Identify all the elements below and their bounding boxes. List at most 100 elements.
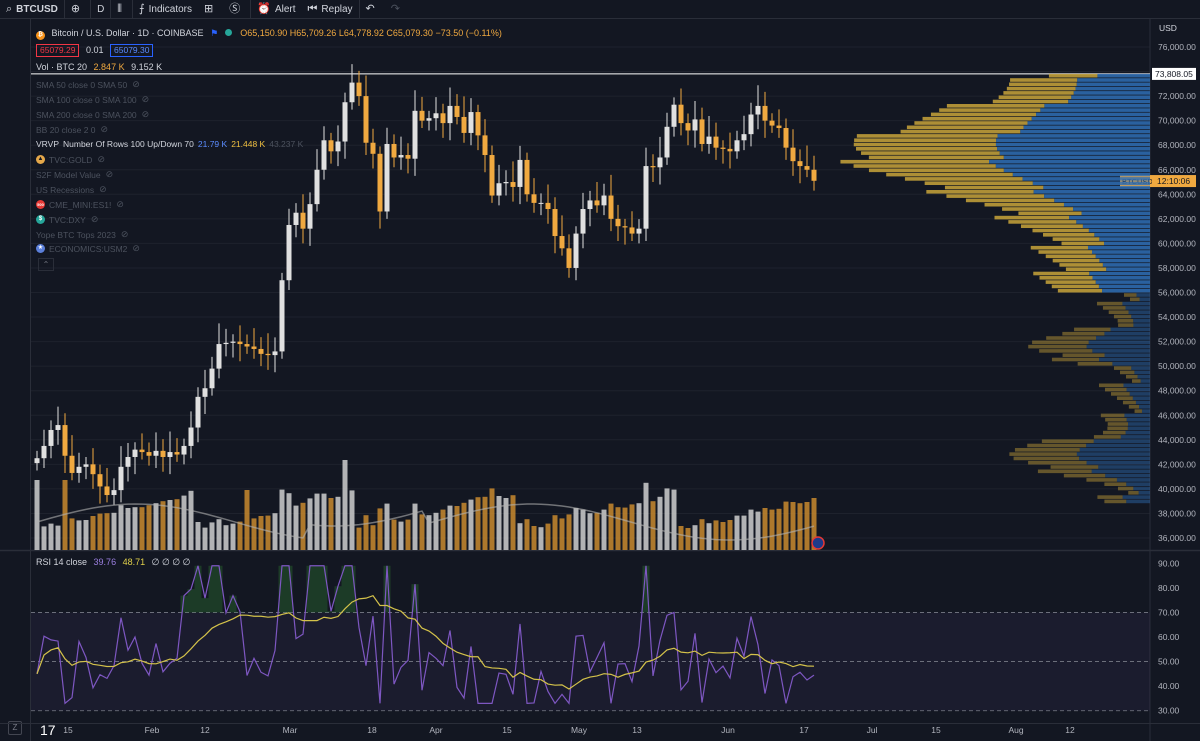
- dollar-icon: $: [36, 215, 45, 224]
- rsi-tick-label: 50.00: [1158, 657, 1180, 667]
- vp-row-up: [1087, 245, 1150, 250]
- time-tick-label: 12: [200, 725, 210, 735]
- hidden-eye-icon[interactable]: ⊘: [99, 184, 107, 194]
- vp-row-up: [1032, 181, 1150, 186]
- candle-body: [279, 280, 285, 352]
- vp-row-up: [1073, 207, 1150, 211]
- alarm-icon: ⏰: [257, 2, 271, 15]
- ath-label: 73,808.05: [1155, 69, 1193, 79]
- hidden-eye-icon[interactable]: ⊘: [100, 124, 109, 134]
- cme-icon: 500: [36, 200, 45, 209]
- hidden-eye-icon[interactable]: ⊘: [116, 199, 124, 209]
- hidden-eye-icon[interactable]: ⊘: [120, 229, 129, 239]
- vp-row-up: [1073, 91, 1150, 95]
- vp-row-up: [1003, 168, 1150, 173]
- flag-icon[interactable]: ⚑: [210, 28, 219, 38]
- indicators-button[interactable]: ⨍ Indicators: [131, 0, 198, 18]
- templates-button[interactable]: ⊞: [198, 0, 223, 18]
- vp-row-down: [1062, 331, 1105, 336]
- volume-bar: [454, 506, 460, 550]
- hidden-eye-icon[interactable]: ⊘: [97, 154, 105, 164]
- candle-body: [559, 236, 565, 249]
- vp-row-up: [1082, 224, 1150, 229]
- hidden-eye-icon[interactable]: ⊘: [141, 109, 150, 119]
- undo-button[interactable]: ↶: [358, 0, 385, 18]
- candle-body: [111, 490, 117, 496]
- vp-row-up: [1116, 478, 1150, 482]
- vp-row-up: [1127, 426, 1150, 431]
- vp-row-up: [995, 142, 1150, 147]
- interval-button[interactable]: D: [90, 0, 110, 18]
- study-bb[interactable]: BB 20 close 2 0 ⊘: [36, 124, 109, 135]
- candle-body: [181, 445, 187, 455]
- vp-row-down: [1061, 241, 1104, 246]
- overlay-s2f[interactable]: S2F Model Value ⊘: [36, 169, 114, 180]
- vp-row-up: [1124, 413, 1150, 418]
- rsi-ob-segment: [215, 565, 223, 613]
- vp-row-up: [1086, 460, 1150, 465]
- study-sma200[interactable]: SMA 200 close 0 SMA 200 ⊘: [36, 109, 150, 120]
- vp-row-up: [1036, 112, 1150, 117]
- hidden-eye-icon[interactable]: ⊘: [132, 243, 140, 253]
- hidden-eye-icon[interactable]: ⊘: [132, 79, 140, 89]
- candle-body: [349, 82, 355, 103]
- volume-bar: [748, 509, 754, 550]
- overlay-gold[interactable]: ▲ TVC:GOLD ⊘: [36, 154, 105, 165]
- vp-row-down: [1033, 271, 1090, 276]
- vp-row-down: [1030, 245, 1088, 250]
- study-sma50[interactable]: SMA 50 close 0 SMA 50 ⊘: [36, 79, 140, 90]
- ohlc-low: L64,778.92: [338, 28, 384, 38]
- candle-body: [594, 200, 600, 206]
- vp-row-down: [1104, 387, 1127, 392]
- symbol-title: Bitcoin / U.S. Dollar · 1D · COINBASE: [51, 28, 204, 38]
- price-chart[interactable]: 15 Feb 12 Mar 18 Apr 15 May 13 Jun 17 Jul 15 Aug 12 USD…: [0, 19, 1200, 741]
- time-tick-label: 18: [367, 725, 377, 735]
- volume-bar: [510, 495, 516, 550]
- volume-bar: [286, 493, 292, 550]
- study-vrvp[interactable]: VRVP Number Of Rows 100 Up/Down 70 21.79…: [36, 139, 304, 149]
- ask-price[interactable]: 65079.30: [110, 44, 154, 57]
- alert-button[interactable]: ⏰ Alert: [250, 0, 301, 18]
- overlay-dxy[interactable]: $ TVC:DXY ⊘: [36, 214, 98, 225]
- overlay-recessions[interactable]: US Recessions ⊘: [36, 184, 107, 195]
- candles-icon: ⫴: [117, 2, 122, 15]
- bid-price[interactable]: 65079.29: [36, 44, 80, 57]
- bitcoin-icon: ₿: [36, 31, 45, 40]
- overlay-usm2[interactable]: ★ ECONOMICS:USM2 ⊘: [36, 243, 140, 254]
- timezone-icon[interactable]: Z: [8, 721, 22, 735]
- redo-button[interactable]: ↷: [385, 0, 410, 18]
- vp-row-down: [1113, 314, 1132, 319]
- vp-row-up: [1092, 349, 1150, 353]
- price-tick-label: 58,000.00: [1158, 263, 1196, 273]
- vp-row-down: [1057, 288, 1103, 293]
- time-tick-label: Mar: [283, 725, 298, 735]
- vp-row-down: [1098, 383, 1124, 388]
- overlay-cme[interactable]: 500 CME_MINI:ES1! ⊘: [36, 199, 124, 210]
- rsi-line: [36, 565, 815, 705]
- vp-row-up: [1099, 258, 1150, 263]
- strategy-button[interactable]: Ⓢ: [223, 0, 250, 18]
- candle-body: [97, 474, 103, 487]
- study-sma100[interactable]: SMA 100 close 0 SMA 100 ⊘: [36, 94, 150, 105]
- hidden-eye-icon[interactable]: ⊘: [105, 169, 114, 179]
- vp-row-down: [944, 185, 1044, 190]
- hidden-eye-icon[interactable]: ⊘: [90, 214, 99, 224]
- vp-row-down: [1028, 460, 1087, 465]
- collapse-legend-button[interactable]: ⌃: [38, 258, 54, 271]
- compare-button[interactable]: ⊕: [63, 0, 90, 18]
- vp-row-down: [854, 138, 997, 143]
- volume-bar: [104, 513, 110, 550]
- hidden-eye-icon[interactable]: ⊘: [141, 94, 150, 104]
- rsi-ma-line: [36, 594, 815, 690]
- vp-row-down: [1086, 478, 1117, 482]
- top-toolbar: ⌕ BTCUSD ⊕ D ⫴ ⨍ Indicators ⊞ Ⓢ ⏰ Alert ⏮ Re…: [0, 0, 1200, 19]
- volume-bar: [419, 514, 425, 550]
- volume-bar: [678, 526, 684, 550]
- symbol-search[interactable]: ⌕ BTCUSD: [6, 2, 58, 15]
- volume-bar: [468, 499, 474, 550]
- candle-body: [804, 166, 810, 170]
- candle-body: [734, 140, 740, 152]
- overlay-yope[interactable]: Yope BTC Tops 2023 ⊘: [36, 229, 129, 240]
- chart-type-button[interactable]: ⫴: [110, 0, 132, 18]
- replay-button[interactable]: ⏮ Replay: [307, 2, 353, 15]
